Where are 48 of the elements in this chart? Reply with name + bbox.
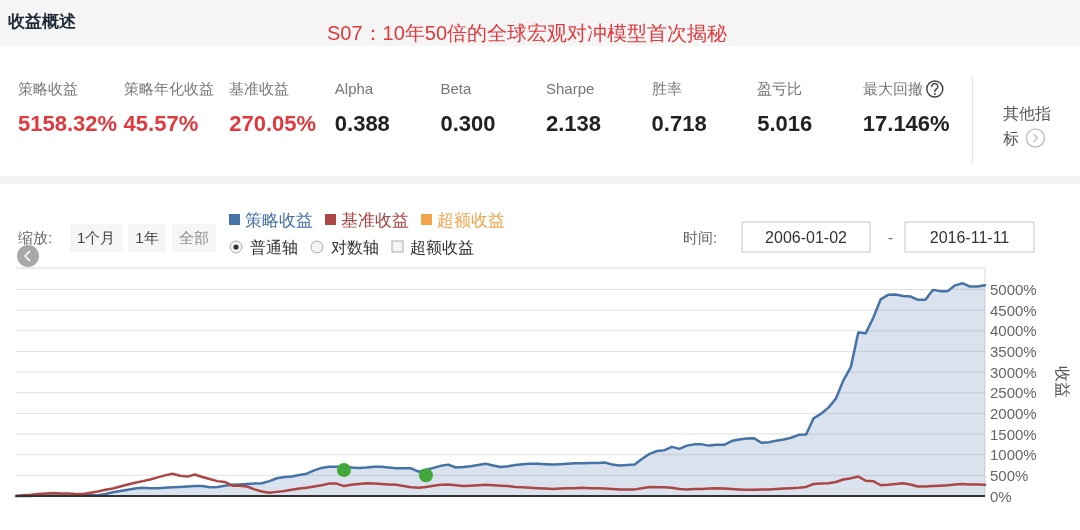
- text: 基准收益: [229, 80, 290, 97]
- y-tick-label: 5000%: [990, 280, 1037, 298]
- text: -: [888, 229, 893, 246]
- y-tick-label: 3000%: [990, 363, 1037, 381]
- y-axis-title: 收益: [1053, 366, 1071, 398]
- y-tick-label: 4000%: [990, 322, 1037, 340]
- text: 对数轴: [331, 239, 379, 256]
- text: 2.138: [546, 111, 602, 136]
- text: 1个月: [77, 229, 116, 246]
- text: 5.016: [757, 111, 813, 136]
- text: 0.718: [651, 111, 707, 136]
- y-tick-label: 500%: [990, 466, 1029, 484]
- legend-label: 策略收益: [245, 211, 313, 230]
- y-tick-label: 2000%: [990, 404, 1037, 422]
- text: Beta: [440, 80, 472, 97]
- text: Alpha: [334, 80, 374, 97]
- text: 策略收益: [18, 80, 78, 97]
- text: 17.146%: [862, 111, 950, 136]
- y-tick-label: 0%: [990, 487, 1012, 505]
- text: 全部: [178, 229, 209, 246]
- y-tick-label: 1000%: [990, 446, 1037, 464]
- text: 其他指标: [1002, 105, 1052, 147]
- text: 缩放:: [18, 229, 53, 246]
- text: 超额收益: [410, 239, 474, 256]
- text: 最大回撤: [862, 80, 923, 97]
- text: 收益概述: [8, 12, 77, 31]
- y-tick-label: 3500%: [990, 342, 1037, 360]
- text: 2006-01-02: [765, 229, 848, 246]
- text: 270.05%: [229, 111, 317, 136]
- text: 0.300: [440, 111, 496, 136]
- text: 2016-11-11: [929, 229, 1010, 246]
- text: Sharpe: [546, 80, 595, 97]
- line-series: [14, 472, 987, 498]
- text: 1年: [135, 229, 159, 246]
- legend-label: 超额收益: [437, 211, 505, 230]
- text: 盈亏比: [757, 80, 803, 97]
- text: 时间:: [683, 229, 718, 246]
- text: 45.57%: [123, 111, 199, 136]
- y-tick-label: 2500%: [990, 384, 1037, 402]
- text: 胜率: [651, 80, 682, 97]
- legend-label: 基准收益: [341, 211, 409, 230]
- text: 5158.32%: [18, 111, 118, 136]
- y-tick-label: 1500%: [990, 425, 1037, 443]
- text: S07：10年50倍的全球宏观对冲模型首次揭秘: [326, 22, 728, 44]
- text: 策略年化收益: [123, 80, 214, 97]
- text: 0.388: [334, 111, 390, 136]
- y-tick-label: 4500%: [990, 301, 1037, 319]
- text: 普通轴: [250, 239, 298, 256]
